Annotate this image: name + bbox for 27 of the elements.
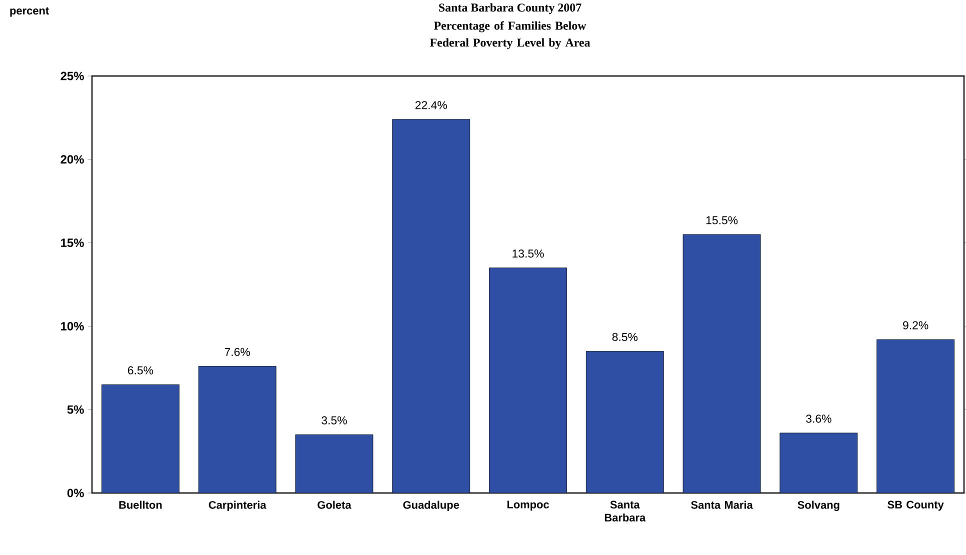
x-tick-label: Carpinteria [208, 500, 266, 511]
y-tick-label: 25% [60, 72, 84, 80]
y-tick-label: 20% [60, 155, 84, 164]
x-tick-label: Santa Maria [691, 500, 753, 509]
data-label: 8.5% [612, 332, 638, 342]
x-tick-label: Goleta [318, 500, 352, 509]
x-tick-label: Guadalupe [403, 500, 460, 511]
x-tick-label: Santa Barbara [604, 500, 646, 522]
x-tick-label: Lompoc [507, 500, 549, 511]
text: percent [10, 7, 49, 17]
data-label: 3.5% [322, 416, 347, 424]
x-tick-label: Solvang [798, 500, 840, 512]
data-label: 15.5% [706, 216, 738, 224]
y-tick-label: 15% [61, 238, 84, 248]
data-label: 13.5% [512, 250, 544, 258]
y-tick-label: 5% [67, 405, 84, 414]
x-tick-label: Buellton [119, 500, 162, 509]
chart-title: Santa Barbara County 2007 [439, 3, 582, 14]
data-label: 3.6% [806, 414, 832, 423]
data-label: 22.4% [415, 101, 447, 110]
data-label: 7.6% [224, 348, 250, 356]
y-tick-label: 0% [67, 488, 84, 498]
y-tick-label: 10% [61, 322, 84, 330]
data-label: 9.2% [903, 321, 928, 330]
data-label: 6.5% [128, 366, 154, 374]
chart-subtitle: Percentage of Families Below Federal Poverty Level by Area [430, 21, 590, 50]
x-tick-label: SB County [888, 500, 944, 511]
